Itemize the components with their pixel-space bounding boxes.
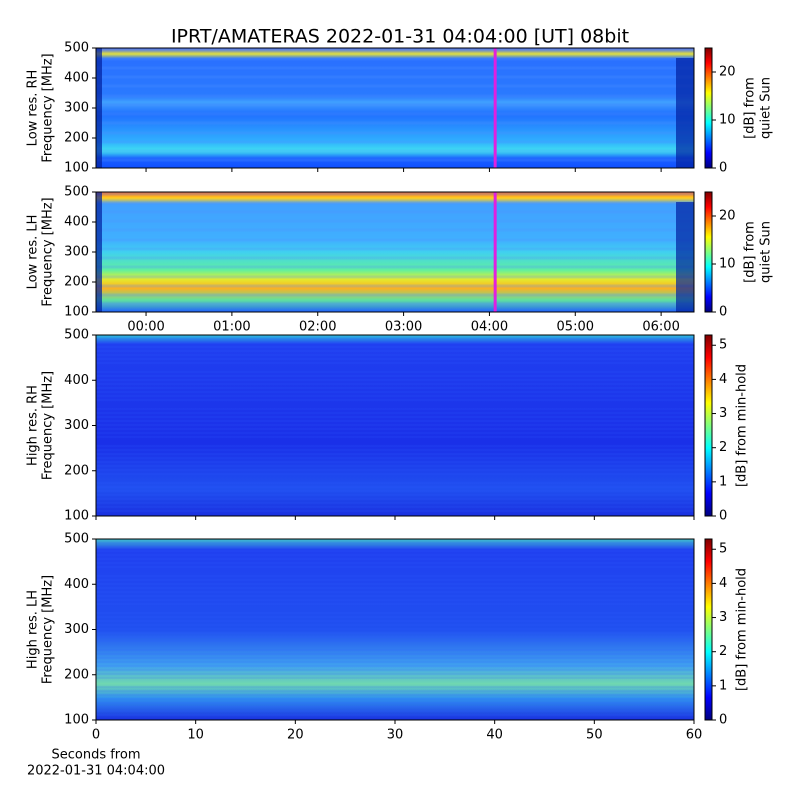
- y-axis-label: Low res. LH: [26, 215, 41, 290]
- y-tick-label: 400: [64, 373, 89, 388]
- colorbar: [704, 538, 713, 721]
- y-tick-label: 300: [64, 101, 89, 116]
- x-tick-label: 50: [586, 728, 603, 743]
- colorbar-tick-label: 4: [719, 576, 727, 591]
- y-tick-label: 100: [64, 161, 89, 176]
- y-axis-label: Frequency [MHz]: [41, 371, 56, 480]
- chart-title: IPRT/AMATERAS 2022-01-31 04:04:00 [UT] 0…: [171, 26, 629, 48]
- x-tick-label: 00:00: [127, 320, 164, 335]
- y-tick-label: 500: [64, 532, 89, 547]
- x-tick-label: 40: [486, 728, 503, 743]
- colorbar-tick-label: 0: [719, 305, 727, 320]
- y-tick-label: 200: [64, 131, 89, 146]
- colorbar-label: [dB] from: [743, 77, 758, 139]
- colorbar-label: [dB] from min-hold: [735, 364, 750, 487]
- colorbar-tick-label: 20: [719, 65, 736, 80]
- colorbar-label: quiet Sun: [759, 77, 774, 139]
- y-axis-label: Frequency [MHz]: [41, 575, 56, 684]
- colorbar-tick-label: 4: [719, 372, 727, 387]
- colorbar-tick-label: 20: [719, 209, 736, 224]
- y-tick-label: 500: [64, 41, 89, 56]
- texture: [96, 192, 102, 312]
- x-tick-label: 30: [387, 728, 404, 743]
- y-axis-label: High res. RH: [26, 385, 41, 466]
- colorbar-tick-label: 0: [719, 161, 727, 176]
- colorbar-tick-label: 0: [719, 509, 727, 524]
- y-tick-label: 200: [64, 463, 89, 478]
- x-tick-label: 02:00: [299, 320, 336, 335]
- y-tick-label: 500: [64, 328, 89, 343]
- y-tick-label: 300: [64, 418, 89, 433]
- colorbar-tick-label: 0: [719, 713, 727, 728]
- y-tick-label: 400: [64, 577, 89, 592]
- y-axis-label: Frequency [MHz]: [41, 197, 56, 306]
- colorbar-tick-label: 2: [719, 644, 727, 659]
- colorbar-tick-label: 2: [719, 440, 727, 455]
- x-tick-label: 01:00: [213, 320, 250, 335]
- x-tick-label: 04:00: [471, 320, 508, 335]
- y-tick-label: 500: [64, 185, 89, 200]
- colorbar: [704, 191, 713, 313]
- colorbar-tick-label: 10: [719, 257, 736, 272]
- y-tick-label: 100: [64, 509, 89, 524]
- y-tick-label: 300: [64, 622, 89, 637]
- texture: [676, 202, 694, 312]
- spectrogram: [96, 335, 694, 516]
- y-tick-label: 300: [64, 245, 89, 260]
- x-tick-label: 0: [92, 728, 100, 743]
- y-axis-label: Frequency [MHz]: [41, 53, 56, 162]
- colorbar-tick-label: 1: [719, 678, 727, 693]
- colorbar-tick-label: 5: [719, 338, 727, 353]
- x-axis-label: 2022-01-31 04:04:00: [27, 764, 165, 779]
- x-tick-label: 20: [287, 728, 304, 743]
- colorbar-tick-label: 5: [719, 542, 727, 557]
- colorbar-tick-label: 3: [719, 406, 727, 421]
- x-tick-label: 60: [686, 728, 703, 743]
- y-tick-label: 200: [64, 667, 89, 682]
- x-tick-label: 06:00: [642, 320, 679, 335]
- colorbar: [704, 47, 713, 169]
- y-tick-label: 400: [64, 71, 89, 86]
- colorbar-label: [dB] from min-hold: [735, 568, 750, 691]
- y-tick-label: 400: [64, 215, 89, 230]
- y-tick-label: 100: [64, 713, 89, 728]
- x-tick-label: 10: [187, 728, 204, 743]
- y-axis-label: Low res. RH: [26, 70, 41, 147]
- x-axis-label: Seconds from: [51, 748, 140, 763]
- colorbar-label: quiet Sun: [759, 221, 774, 283]
- colorbar-label: [dB] from: [743, 221, 758, 283]
- spectrogram: [96, 539, 694, 720]
- colorbar: [704, 334, 713, 517]
- y-tick-label: 200: [64, 275, 89, 290]
- y-tick-label: 100: [64, 305, 89, 320]
- texture: [96, 48, 102, 168]
- y-axis-label: High res. LH: [26, 590, 41, 669]
- colorbar-tick-label: 3: [719, 610, 727, 625]
- x-tick-label: 05:00: [557, 320, 594, 335]
- x-tick-label: 03:00: [385, 320, 422, 335]
- texture: [676, 58, 694, 168]
- colorbar-tick-label: 10: [719, 113, 736, 128]
- colorbar-tick-label: 1: [719, 474, 727, 489]
